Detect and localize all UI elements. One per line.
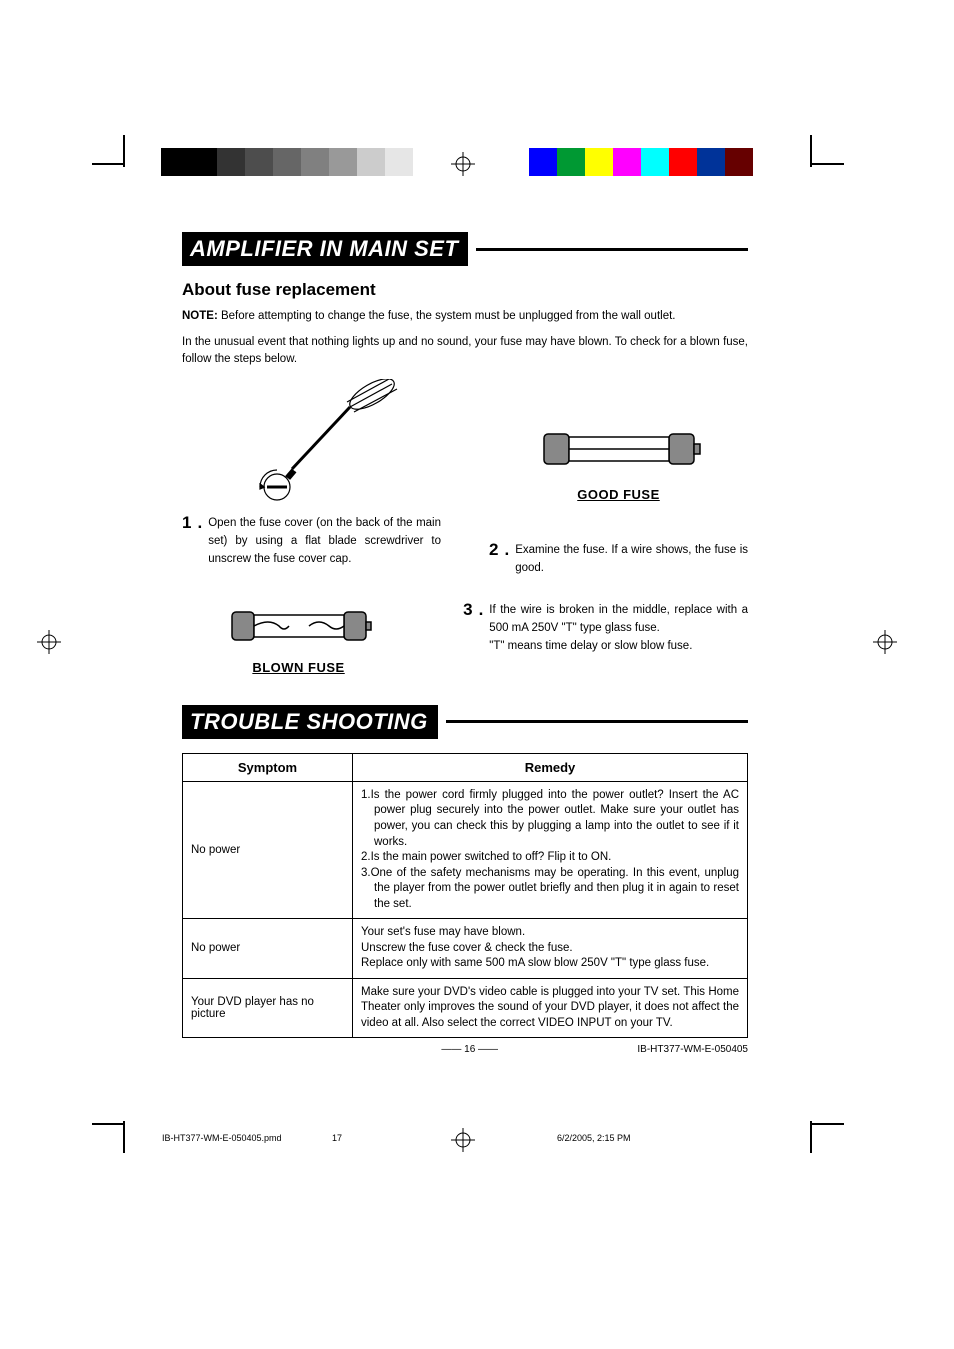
doc-id: IB-HT377-WM-E-050405 bbox=[637, 1044, 748, 1055]
step-text: Examine the fuse. If a wire shows, the f… bbox=[515, 542, 748, 578]
crop-mark bbox=[810, 1121, 812, 1153]
good-fuse-label: GOOD FUSE bbox=[489, 487, 748, 502]
section-title: AMPLIFIER IN MAIN SET bbox=[182, 232, 468, 266]
footer-date: 6/2/2005, 2:15 PM bbox=[557, 1133, 631, 1143]
step-number: 1 bbox=[182, 513, 191, 533]
title-rule bbox=[476, 248, 748, 251]
table-row: No powerYour set's fuse may have blown.U… bbox=[183, 919, 748, 979]
remedy-cell: Your set's fuse may have blown.Unscrew t… bbox=[353, 919, 748, 979]
table-header-symptom: Symptom bbox=[183, 753, 353, 781]
table-row: No power1.Is the power cord firmly plugg… bbox=[183, 781, 748, 918]
registration-mark-icon bbox=[451, 152, 475, 176]
step3b: "T" means time delay or slow blow fuse. bbox=[489, 640, 692, 652]
blown-fuse-illustration bbox=[224, 602, 374, 652]
step-dot: . bbox=[504, 540, 509, 560]
troubleshooting-table: Symptom Remedy No power1.Is the power co… bbox=[182, 753, 748, 1038]
title-rule bbox=[446, 720, 748, 723]
page-footer-row: —— 16 —— IB-HT377-WM-E-050405 bbox=[182, 1044, 748, 1055]
remedy-cell: Make sure your DVD's video cable is plug… bbox=[353, 978, 748, 1038]
section-heading: TROUBLE SHOOTING bbox=[182, 705, 748, 739]
crop-mark bbox=[812, 163, 844, 165]
crop-mark bbox=[123, 1121, 125, 1153]
footer-page: 17 bbox=[332, 1133, 342, 1143]
step-dot: . bbox=[479, 600, 484, 620]
step3a: If the wire is broken in the middle, rep… bbox=[489, 604, 748, 634]
page-num-value: 16 bbox=[464, 1044, 475, 1055]
grayscale-calibration-bars bbox=[161, 148, 413, 176]
symptom-cell: No power bbox=[183, 781, 353, 918]
screwdriver-illustration bbox=[222, 379, 402, 509]
note-text: NOTE: Before attempting to change the fu… bbox=[182, 310, 748, 322]
color-calibration-bars bbox=[529, 148, 753, 176]
step-number: 2 bbox=[489, 540, 498, 560]
good-fuse-illustration bbox=[534, 419, 704, 479]
symptom-cell: Your DVD player has no picture bbox=[183, 978, 353, 1038]
crop-mark bbox=[92, 163, 124, 165]
subheading: About fuse replacement bbox=[182, 280, 748, 300]
step-number: 3 bbox=[463, 600, 472, 620]
table-header-remedy: Remedy bbox=[353, 753, 748, 781]
page-number: —— 16 —— bbox=[302, 1044, 637, 1055]
footer-filename: IB-HT377-WM-E-050405.pmd bbox=[162, 1133, 282, 1143]
crop-mark bbox=[123, 135, 125, 167]
symptom-cell: No power bbox=[183, 919, 353, 979]
registration-mark-icon bbox=[37, 630, 61, 654]
blown-fuse-label: BLOWN FUSE bbox=[182, 660, 415, 675]
step-dot: . bbox=[197, 513, 202, 533]
step-text: Open the fuse cover (on the back of the … bbox=[208, 515, 441, 568]
remedy-cell: 1.Is the power cord firmly plugged into … bbox=[353, 781, 748, 918]
table-row: Your DVD player has no pictureMake sure … bbox=[183, 978, 748, 1038]
crop-mark bbox=[92, 1123, 124, 1125]
section-heading: AMPLIFIER IN MAIN SET bbox=[182, 232, 748, 266]
note-body: Before attempting to change the fuse, th… bbox=[218, 310, 676, 322]
registration-mark-icon bbox=[873, 630, 897, 654]
crop-mark bbox=[810, 135, 812, 167]
section-title: TROUBLE SHOOTING bbox=[182, 705, 438, 739]
crop-mark bbox=[812, 1123, 844, 1125]
intro-text: In the unusual event that nothing lights… bbox=[182, 334, 748, 367]
note-label: NOTE: bbox=[182, 310, 218, 322]
print-footer: IB-HT377-WM-E-050405.pmd 17 6/2/2005, 2:… bbox=[162, 1133, 774, 1143]
step-text: If the wire is broken in the middle, rep… bbox=[489, 602, 748, 655]
page-content: AMPLIFIER IN MAIN SET About fuse replace… bbox=[182, 232, 748, 1055]
